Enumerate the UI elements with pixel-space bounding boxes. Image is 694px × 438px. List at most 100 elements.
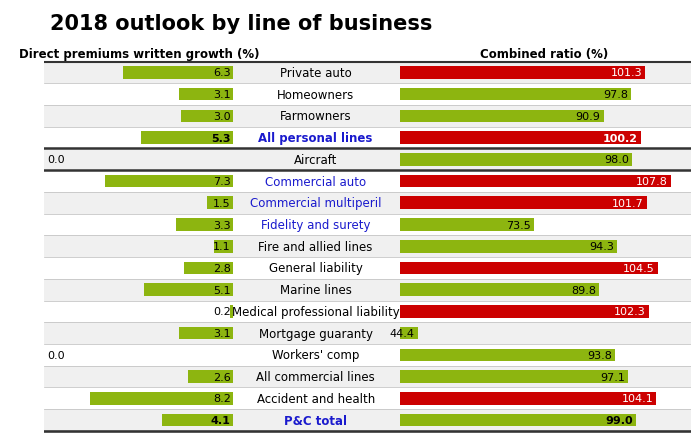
Bar [44,127,691,149]
Bar [214,240,233,253]
Bar [44,84,691,106]
Bar [44,322,691,344]
Bar [44,344,691,366]
Text: 90.9: 90.9 [575,112,600,122]
Text: 102.3: 102.3 [614,307,646,317]
Text: 100.2: 100.2 [602,133,638,143]
Text: All personal lines: All personal lines [258,132,373,145]
Text: 4.1: 4.1 [211,415,231,425]
Bar [44,149,691,171]
Text: 6.3: 6.3 [213,68,231,78]
Bar [44,409,691,431]
Bar [230,305,233,318]
Text: Fidelity and surety: Fidelity and surety [261,219,371,232]
Text: Mortgage guaranty: Mortgage guaranty [259,327,373,340]
Bar [162,414,233,426]
Text: 3.0: 3.0 [213,112,231,122]
Text: 7.3: 7.3 [213,177,231,187]
Text: All commercial lines: All commercial lines [256,370,375,383]
Bar [400,305,650,318]
Bar [44,258,691,279]
Text: 1.1: 1.1 [213,242,231,252]
Text: Private auto: Private auto [280,67,352,80]
Text: 93.8: 93.8 [587,350,612,360]
Bar [400,262,658,275]
Text: Workers' comp: Workers' comp [272,349,359,361]
Text: 2.8: 2.8 [213,263,231,273]
Text: 97.1: 97.1 [600,372,625,381]
Bar [44,106,691,127]
Text: 73.5: 73.5 [506,220,531,230]
Bar [400,371,629,383]
Bar [400,197,647,210]
Bar [144,284,233,297]
Text: 3.3: 3.3 [213,220,231,230]
Text: 94.3: 94.3 [589,242,614,252]
Bar [44,236,691,258]
Text: General liability: General liability [269,262,362,275]
Bar [400,219,534,231]
Text: 0.2: 0.2 [213,307,231,317]
Text: 89.8: 89.8 [571,285,596,295]
Text: Medical professional liability: Medical professional liability [232,305,400,318]
Bar [400,67,645,80]
Text: 8.2: 8.2 [213,393,231,403]
Bar [400,349,616,361]
Text: 104.1: 104.1 [621,393,653,403]
Bar [179,88,233,101]
Bar [185,262,233,275]
Text: Aircraft: Aircraft [294,153,337,166]
Bar [400,132,641,145]
Bar [44,301,691,322]
Text: Fire and allied lines: Fire and allied lines [258,240,373,253]
Text: Marine lines: Marine lines [280,283,352,297]
Bar [44,192,691,214]
Text: P&C total: P&C total [284,413,347,427]
Text: 1.5: 1.5 [213,198,231,208]
Text: Farmowners: Farmowners [280,110,351,123]
Text: 101.3: 101.3 [611,68,642,78]
Bar [400,327,418,339]
Text: 2018 outlook by line of business: 2018 outlook by line of business [50,14,432,34]
Bar [90,392,233,405]
Bar [44,214,691,236]
Text: Direct premiums written growth (%): Direct premiums written growth (%) [19,48,260,61]
Text: 5.3: 5.3 [212,133,231,143]
Bar [188,371,233,383]
Bar [400,110,604,123]
Bar [181,110,233,123]
Bar [44,171,691,192]
Bar [176,219,233,231]
Bar [400,88,632,101]
Bar [123,67,233,80]
Bar [44,366,691,388]
Text: Commercial multiperil: Commercial multiperil [250,197,382,210]
Bar [179,327,233,339]
Text: 0.0: 0.0 [47,155,65,165]
Text: 101.7: 101.7 [612,198,643,208]
Text: Homeowners: Homeowners [277,88,354,102]
Text: 104.5: 104.5 [623,263,654,273]
Bar [44,388,691,409]
Text: 97.8: 97.8 [603,90,628,100]
Bar [207,197,233,210]
Bar [400,240,617,253]
Text: Commercial auto: Commercial auto [265,175,366,188]
Bar [44,63,691,84]
Bar [400,414,636,426]
Text: 0.0: 0.0 [47,350,65,360]
Text: Combined ratio (%): Combined ratio (%) [480,48,608,61]
Bar [400,284,600,297]
Text: 107.8: 107.8 [636,177,668,187]
Bar [105,175,233,188]
Bar [140,132,233,145]
Bar [44,279,691,301]
Bar [400,175,671,188]
Text: 3.1: 3.1 [213,328,231,339]
Text: 3.1: 3.1 [213,90,231,100]
Text: Accident and health: Accident and health [257,392,375,405]
Bar [400,154,632,166]
Text: 5.1: 5.1 [213,285,231,295]
Text: 99.0: 99.0 [605,415,633,425]
Text: 98.0: 98.0 [604,155,629,165]
